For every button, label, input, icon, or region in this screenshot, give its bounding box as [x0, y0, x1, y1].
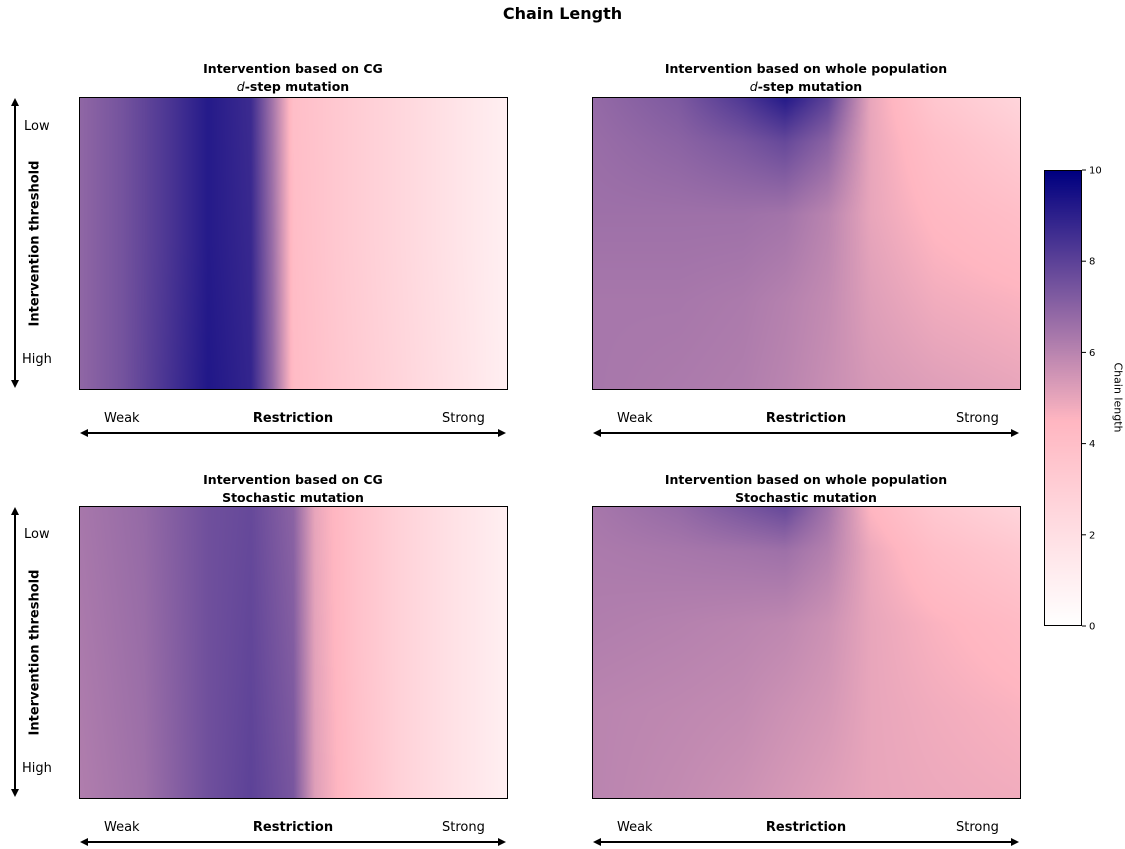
x-axis-label: Restriction [252, 820, 334, 835]
x-axis-arrow [80, 429, 506, 437]
y-axis-arrow [11, 98, 19, 388]
panel-title-line1: Intervention based on whole population [664, 472, 948, 487]
figure-title: Chain Length [502, 4, 623, 23]
colorbar-ticks: 0 2 4 6 8 10 [1082, 166, 1102, 633]
panel-title-line2: d-step mutation [586, 78, 1026, 96]
y-tick-label: High [22, 352, 52, 367]
colorbar-tick-label: 0 [1089, 622, 1095, 633]
colorbar-tick-label: 6 [1089, 348, 1095, 359]
panel-title-suffix: -step mutation [244, 79, 350, 94]
y-axis-label: Intervention threshold [27, 160, 43, 327]
panel-title: Intervention based on CG d-step mutation [73, 60, 513, 96]
x-tick-label: Weak [104, 820, 140, 835]
panel-title-prefix: d [236, 79, 245, 94]
colorbar-tick-label: 8 [1089, 257, 1095, 268]
x-tick-label: Weak [617, 820, 653, 835]
x-tick-label: Strong [442, 411, 485, 426]
x-axis-arrow [593, 838, 1019, 846]
y-tick-label: Low [24, 119, 50, 134]
panel-title-line2: Stochastic mutation [73, 489, 513, 507]
heatmap-panel [592, 97, 1021, 390]
panel-title-suffix: -step mutation [757, 79, 863, 94]
heatmap-panel [79, 506, 508, 799]
colorbar-tick-label: 4 [1089, 439, 1095, 450]
y-tick-label: Low [24, 527, 50, 542]
panel-title-line2: d-step mutation [73, 78, 513, 96]
y-axis-arrow [11, 507, 19, 797]
y-axis-label: Intervention threshold [27, 569, 43, 736]
panel-title-line1: Intervention based on CG [203, 61, 383, 76]
panel-title: Intervention based on CG Stochastic muta… [73, 471, 513, 507]
panel-title-line2: Stochastic mutation [586, 489, 1026, 507]
panel-title-suffix: Stochastic mutation [222, 490, 364, 505]
colorbar-label: Chain length [1111, 362, 1125, 433]
x-axis-label: Restriction [252, 411, 334, 426]
y-tick-label: High [22, 761, 52, 776]
heatmap-panel [592, 506, 1021, 799]
panel-title-suffix: Stochastic mutation [735, 490, 877, 505]
x-tick-label: Strong [956, 411, 999, 426]
heatmap-panel [79, 97, 508, 390]
x-tick-label: Strong [956, 820, 999, 835]
colorbar [1044, 170, 1082, 626]
colorbar-tick-label: 2 [1089, 530, 1095, 541]
x-tick-label: Weak [617, 411, 653, 426]
panel-title: Intervention based on whole population S… [586, 471, 1026, 507]
panel-title-prefix: d [749, 79, 758, 94]
x-tick-label: Strong [442, 820, 485, 835]
x-axis-label: Restriction [765, 411, 847, 426]
panel-title-line1: Intervention based on CG [203, 472, 383, 487]
panel-title-line1: Intervention based on whole population [664, 61, 948, 76]
x-axis-label: Restriction [765, 820, 847, 835]
x-axis-arrow [593, 429, 1019, 437]
colorbar-tick-label: 10 [1089, 166, 1102, 177]
x-tick-label: Weak [104, 411, 140, 426]
panel-title: Intervention based on whole population d… [586, 60, 1026, 96]
x-axis-arrow [80, 838, 506, 846]
